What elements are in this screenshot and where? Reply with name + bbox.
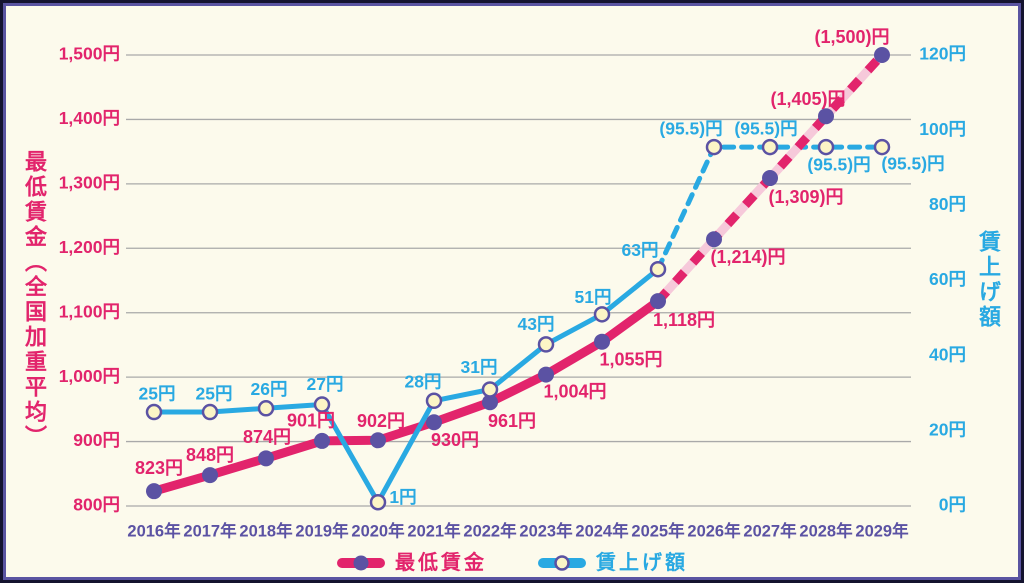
raise-line-solid bbox=[151, 266, 661, 505]
min-wage-value-label: 1,118円 bbox=[653, 310, 715, 330]
x-axis-tick-label: 2022年 bbox=[463, 520, 517, 540]
raise-point bbox=[425, 392, 443, 410]
left-axis-tick-label: 800円 bbox=[73, 495, 120, 515]
min-wage-point bbox=[146, 483, 162, 500]
raise-value-label: (95.5)円 bbox=[807, 155, 870, 175]
raise-value-label: 25円 bbox=[196, 384, 233, 404]
min-wage-value-label: 1,055円 bbox=[599, 349, 662, 369]
legend-label-min-wage: 最低賃金 bbox=[395, 552, 487, 574]
right-axis-tick-label: 20円 bbox=[929, 419, 966, 439]
min-wage-point bbox=[818, 108, 834, 125]
left-axis-title: 最低賃金（全国加重平均） bbox=[22, 150, 47, 450]
right-axis-tick-label: 60円 bbox=[929, 269, 966, 289]
legend: 最低賃金 賃上げ額 bbox=[3, 548, 1021, 578]
min-wage-value-label: 874円 bbox=[243, 427, 291, 447]
left-axis-tick-label: 1,200円 bbox=[59, 237, 120, 257]
left-axis-tick-label: 1,100円 bbox=[59, 301, 120, 321]
x-axis-tick-label: 2025年 bbox=[631, 520, 685, 540]
min-wage-point bbox=[482, 394, 498, 411]
legend-item-min-wage: 最低賃金 bbox=[336, 553, 487, 573]
x-axis-tick-label: 2027年 bbox=[743, 520, 797, 540]
min-wage-point bbox=[706, 231, 722, 248]
min-wage-value-label: 1,004円 bbox=[543, 381, 606, 401]
min-wage-point bbox=[594, 333, 610, 350]
min-wage-value-label: 901円 bbox=[287, 411, 335, 431]
legend-item-raise: 賃上げ額 bbox=[537, 553, 688, 573]
x-axis-tick-label: 2029年 bbox=[855, 520, 909, 540]
raise-point bbox=[145, 403, 163, 421]
min-wage-value-label: 902円 bbox=[357, 411, 405, 431]
x-axis-tick-label: 2021年 bbox=[407, 520, 461, 540]
min-wage-point bbox=[370, 432, 386, 449]
min-wage-value-label: 823円 bbox=[135, 458, 183, 478]
raise-point bbox=[537, 336, 555, 353]
min-wage-value-label: (1,405)円 bbox=[770, 89, 845, 109]
min-wage-point bbox=[874, 47, 890, 63]
raise-legend-swatch bbox=[538, 555, 586, 571]
right-axis-title: 賃上げ額 bbox=[976, 230, 1001, 330]
x-axis-tick-label: 2028年 bbox=[799, 520, 853, 540]
raise-point bbox=[593, 306, 611, 323]
right-axis-tick-label: 80円 bbox=[929, 194, 966, 214]
min-wage-value-label: 961円 bbox=[488, 411, 536, 431]
x-axis-tick-label: 2023年 bbox=[519, 520, 573, 540]
min-wage-point bbox=[202, 467, 218, 484]
left-axis-tick-label: 1,300円 bbox=[59, 172, 120, 192]
x-axis-tick-label: 2019年 bbox=[295, 520, 349, 540]
raise-value-label: (95.5)円 bbox=[659, 119, 722, 139]
raise-point bbox=[257, 400, 275, 417]
min-wage-point bbox=[258, 450, 274, 467]
raise-point bbox=[369, 493, 387, 511]
x-axis-tick-label: 2024年 bbox=[575, 520, 629, 540]
raise-point bbox=[761, 138, 779, 156]
right-axis-tick-label: 120円 bbox=[919, 44, 966, 64]
raise-value-label: 25円 bbox=[139, 384, 176, 404]
raise-point bbox=[313, 396, 331, 413]
raise-point bbox=[481, 381, 499, 398]
min-wage-point bbox=[538, 366, 554, 383]
x-axis-tick-label: 2018年 bbox=[239, 520, 293, 540]
line-chart: 800円 900円 1,000円 1,100円 1,200円 1,300円 1,400円 1,… bbox=[59, 27, 966, 541]
min-wage-value-label: 930円 bbox=[431, 430, 479, 450]
left-axis-tick-label: 1,400円 bbox=[59, 108, 120, 128]
raise-value-label: 31円 bbox=[461, 357, 498, 377]
x-axis-tick-label: 2016年 bbox=[127, 520, 181, 540]
x-axis-tick-label: 2026年 bbox=[687, 520, 741, 540]
min-wage-point bbox=[650, 293, 666, 310]
raise-point bbox=[705, 138, 723, 156]
x-axis-tick-label: 2020年 bbox=[351, 520, 405, 540]
raise-value-label: 26円 bbox=[251, 379, 288, 399]
min-wage-point bbox=[762, 170, 778, 187]
left-axis-tick-label: 900円 bbox=[73, 430, 120, 450]
raise-value-label: 27円 bbox=[307, 374, 344, 394]
min-wage-point bbox=[426, 414, 442, 431]
min-wage-line-solid bbox=[152, 297, 661, 496]
raise-value-label: (95.5)円 bbox=[881, 154, 944, 174]
legend-label-raise: 賃上げ額 bbox=[596, 552, 688, 574]
min-wage-value-label: (1,214)円 bbox=[710, 247, 785, 267]
raise-value-label: 63円 bbox=[622, 240, 659, 260]
raise-value-label: 28円 bbox=[405, 371, 442, 391]
raise-point bbox=[873, 138, 891, 156]
left-axis-tick-label: 1,500円 bbox=[59, 44, 120, 64]
raise-point bbox=[817, 138, 835, 156]
x-axis-tick-label: 2017年 bbox=[183, 520, 237, 540]
right-axis-tick-label: 40円 bbox=[929, 344, 966, 364]
raise-value-label: (95.5)円 bbox=[734, 119, 797, 139]
raise-point bbox=[201, 403, 219, 421]
min-wage-legend-swatch bbox=[337, 555, 385, 571]
raise-value-label: 43円 bbox=[518, 314, 555, 334]
min-wage-value-label: (1,309)円 bbox=[768, 187, 843, 207]
left-axis-tick-label: 1,000円 bbox=[59, 366, 120, 386]
right-axis-tick-label: 100円 bbox=[919, 119, 966, 139]
raise-value-label: 1円 bbox=[389, 487, 416, 507]
right-axis-tick-label: 0円 bbox=[939, 495, 966, 515]
min-wage-point bbox=[314, 432, 330, 449]
min-wage-value-label: 848円 bbox=[186, 445, 234, 465]
raise-value-label: 51円 bbox=[575, 287, 612, 307]
raise-point bbox=[649, 260, 667, 278]
min-wage-value-label: (1,500)円 bbox=[814, 27, 889, 47]
